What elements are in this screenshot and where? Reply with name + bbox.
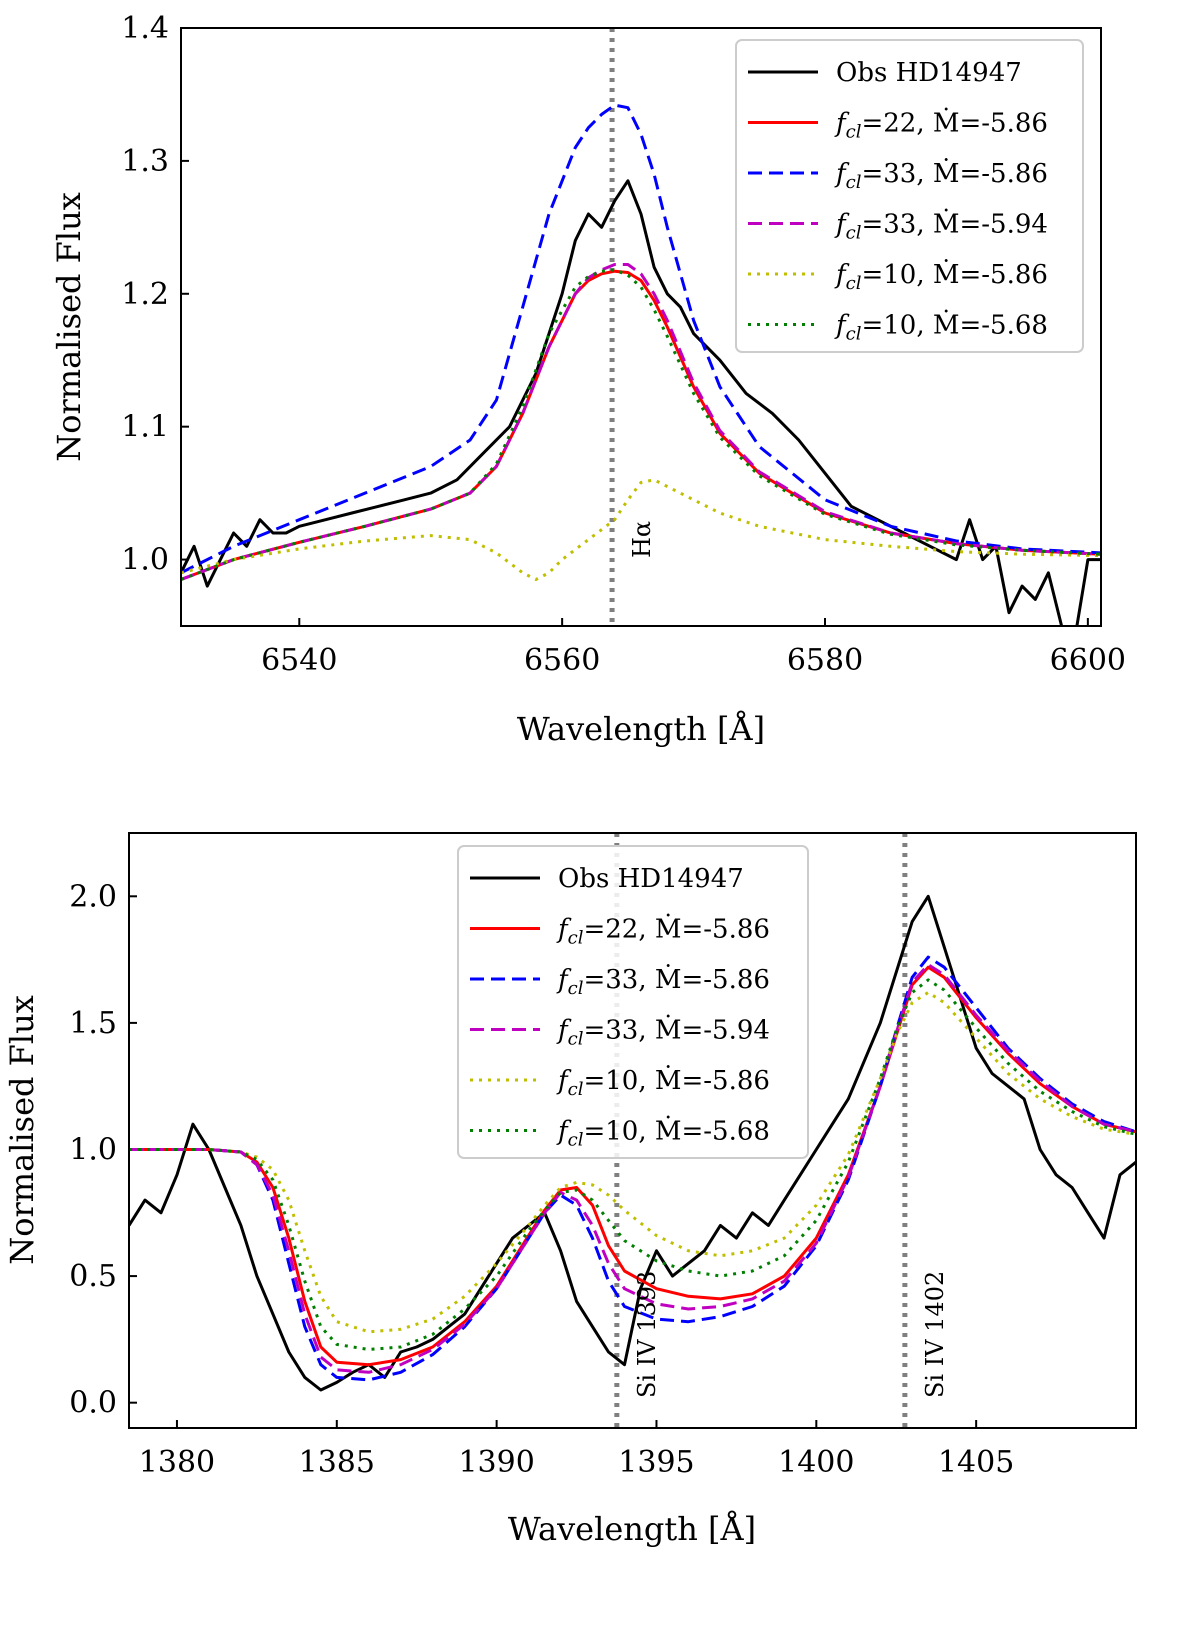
- halpha-y-tick-label: 1.3: [121, 144, 169, 179]
- halpha-legend-label: fcl=10, Ṁ=-5.86: [834, 259, 1048, 294]
- halpha-x-tick-label: 6600: [1050, 643, 1126, 678]
- halpha-x-axis-label: Wavelength [Å]: [517, 710, 765, 748]
- halpha-annotation: Hα: [628, 521, 656, 558]
- halpha-y-tick-label: 1.0: [121, 543, 169, 578]
- siiv-legend-label: fcl=22, Ṁ=-5.86: [556, 914, 770, 949]
- siiv-legend-label: fcl=10, Ṁ=-5.68: [556, 1116, 770, 1151]
- halpha-y-tick-label: 1.1: [121, 410, 169, 445]
- siiv-series-group: [129, 894, 1136, 1392]
- halpha-y-tick-label: 1.2: [121, 277, 169, 312]
- halpha-y-axis-label: Normalised Flux: [50, 192, 88, 462]
- halpha-x-tick-label: 6540: [261, 643, 337, 678]
- halpha-series-line: [181, 478, 1101, 581]
- siiv-legend-box: [457, 845, 809, 1159]
- siiv-series-line: [129, 991, 1136, 1334]
- halpha-legend-label: fcl=22, Ṁ=-5.86: [834, 108, 1048, 143]
- halpha-x-tick-label: 6580: [787, 643, 863, 678]
- siiv-series-line: [129, 894, 1136, 1392]
- halpha-series-line: [181, 179, 1101, 626]
- halpha-series-group: [181, 103, 1101, 626]
- siiv-series-line: [129, 955, 1136, 1382]
- halpha-legend-label: fcl=33, Ṁ=-5.86: [834, 158, 1048, 193]
- halpha-x-tick-label: 6560: [524, 643, 600, 678]
- siiv-series-line: [129, 965, 1136, 1367]
- siiv-y-axis-label: Normalised Flux: [3, 995, 41, 1265]
- siiv-plot-frame: [128, 832, 1137, 1429]
- siiv-series-line: [129, 978, 1136, 1351]
- siiv-x-tick-label: 1400: [778, 1445, 854, 1480]
- halpha-legend-label: fcl=33, Ṁ=-5.94: [834, 209, 1048, 244]
- halpha-legend-box: [735, 39, 1084, 353]
- halpha-y-tick-label: 1.4: [121, 11, 169, 46]
- siiv-legend: Obs HD14947 fcl=22, Ṁ=-5.86 fcl=33, Ṁ=-5.8…: [457, 845, 809, 1159]
- siiv-1402-annotation: Si IV 1402: [921, 1271, 949, 1398]
- siiv-y-tick-label: 1.5: [69, 1006, 117, 1041]
- siiv-panel: 1380 1385 1390 1395 1400 14050.00.51.01.52.0 …: [3, 832, 1137, 1548]
- siiv-legend-label: Obs HD14947: [558, 864, 744, 894]
- siiv-1393-annotation: Si IV 1393: [633, 1271, 661, 1398]
- halpha-legend-label: fcl=10, Ṁ=-5.68: [834, 310, 1048, 345]
- siiv-legend-label: fcl=33, Ṁ=-5.86: [556, 964, 770, 999]
- siiv-ticks: 1380 1385 1390 1395 1400 1405 0.0 0.5 1.0 1.5 2.0: [69, 879, 1014, 1480]
- siiv-y-tick-label: 0.5: [69, 1259, 117, 1294]
- halpha-plot-frame: [180, 27, 1102, 627]
- siiv-y-tick-label: 0.0: [69, 1386, 117, 1421]
- halpha-legend-label: Obs HD14947: [836, 58, 1022, 88]
- halpha-panel: 6540 6560 6580 6600 1.0 1.1 1.2 1.3 1.4 Hα Obs H…: [50, 11, 1126, 748]
- halpha-legend: Obs HD14947 fcl=22, Ṁ=-5.86 fcl=33, Ṁ=-5.8…: [735, 39, 1084, 353]
- siiv-y-tick-label: 2.0: [69, 879, 117, 914]
- halpha-ticks: 6540 6560 6580 6600 1.0 1.1 1.2 1.3 1.4: [121, 11, 1126, 678]
- siiv-y-tick-label: 1.0: [69, 1132, 117, 1167]
- siiv-legend-label: fcl=33, Ṁ=-5.94: [556, 1015, 770, 1050]
- siiv-series-line: [129, 963, 1136, 1374]
- halpha-series-line: [181, 263, 1101, 581]
- siiv-x-axis-label: Wavelength [Å]: [508, 1510, 756, 1548]
- siiv-legend-label: fcl=10, Ṁ=-5.86: [556, 1065, 770, 1100]
- siiv-x-tick-label: 1380: [139, 1445, 215, 1480]
- siiv-x-tick-label: 1390: [458, 1445, 534, 1480]
- siiv-x-tick-label: 1405: [938, 1445, 1014, 1480]
- siiv-x-tick-label: 1385: [299, 1445, 375, 1480]
- siiv-x-tick-label: 1395: [618, 1445, 694, 1480]
